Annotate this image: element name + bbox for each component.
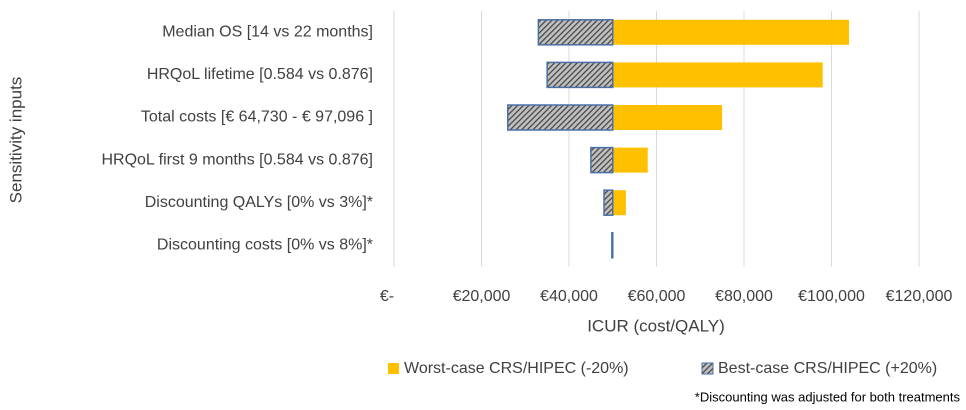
bar [612,190,626,216]
y-tick-label: Discounting QALYs [0% vs 3%]* [145,194,373,211]
y-tick-label: Median OS [14 vs 22 months] [162,24,373,41]
bar [590,146,614,174]
x-tick-label: €120,000 [886,288,953,305]
legend-swatch [701,362,714,375]
x-tick-label: €20,000 [453,288,511,305]
y-tick-label: HRQoL lifetime [0.584 vs 0.876] [147,66,373,83]
footnote: *Discounting was adjusted for both treat… [695,389,961,404]
x-tick-label: €100,000 [798,288,865,305]
bar [612,19,849,45]
x-tick-label: €60,000 [628,288,686,305]
x-tick-label: €80,000 [715,288,773,305]
x-tick-label: €40,000 [540,288,598,305]
y-axis-title: Sensitivity inputs [6,77,25,204]
bar [603,189,614,216]
legend-label: Best-case CRS/HIPEC (+20%) [718,360,937,377]
grid [393,11,920,267]
bar [611,232,614,259]
legend-label: Worst-case CRS/HIPEC (-20%) [404,360,629,377]
x-axis-title: ICUR (cost/QALY) [587,316,725,335]
bar [546,61,614,89]
x-tick-label: €- [380,288,394,305]
bar [612,105,723,130]
bar [612,62,823,88]
bar [507,104,614,131]
y-tick-label: HRQoL first 9 months [0.584 vs 0.876] [101,151,373,168]
y-tick-label: Total costs [€ 64,730 - € 97,096 ] [141,109,373,126]
bar [537,19,614,46]
bar [612,147,648,173]
y-tick-label: Discounting costs [0% vs 8%]* [157,237,373,254]
legend-swatch [388,363,399,374]
